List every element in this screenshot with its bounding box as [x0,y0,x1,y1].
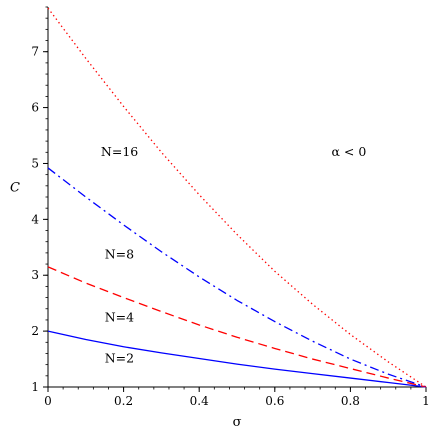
y-tick-label: 4 [31,212,39,226]
series-line-1 [47,330,427,388]
series-line-4 [47,7,427,388]
y-tick-label: 1 [31,380,39,394]
annotation-2: N=16 [101,144,138,159]
y-axis-label: C [10,180,20,195]
annotation-5: N=2 [105,350,134,365]
y-tick-label: 2 [31,324,39,338]
x-tick-label: 0 [44,394,52,408]
annotations: α < 0 N=16 N=8 N=4 N=2 [101,144,366,365]
x-axis-label: σ [233,415,242,430]
y-tick-label: 3 [31,268,39,282]
annotation-1: α < 0 [332,144,367,159]
y-tick-label: 7 [31,45,39,59]
series-lines [47,7,427,388]
axis-ticks: 0 0.2 0.4 0.6 0.8 1 1 2 3 4 5 6 7 [31,6,430,408]
x-tick-label: 0.4 [190,394,209,408]
x-tick-label: 0.2 [114,394,133,408]
axes [47,7,426,388]
series-line-3 [47,167,427,388]
annotation-3: N=8 [105,246,134,261]
x-tick-label: 0.6 [265,394,284,408]
series-line-2 [47,266,427,388]
annotation-4: N=4 [105,310,134,325]
x-tick-label: 1 [422,394,430,408]
y-tick-label: 6 [31,101,39,115]
y-tick-label: 5 [31,156,39,170]
x-tick-label: 0.8 [341,394,360,408]
